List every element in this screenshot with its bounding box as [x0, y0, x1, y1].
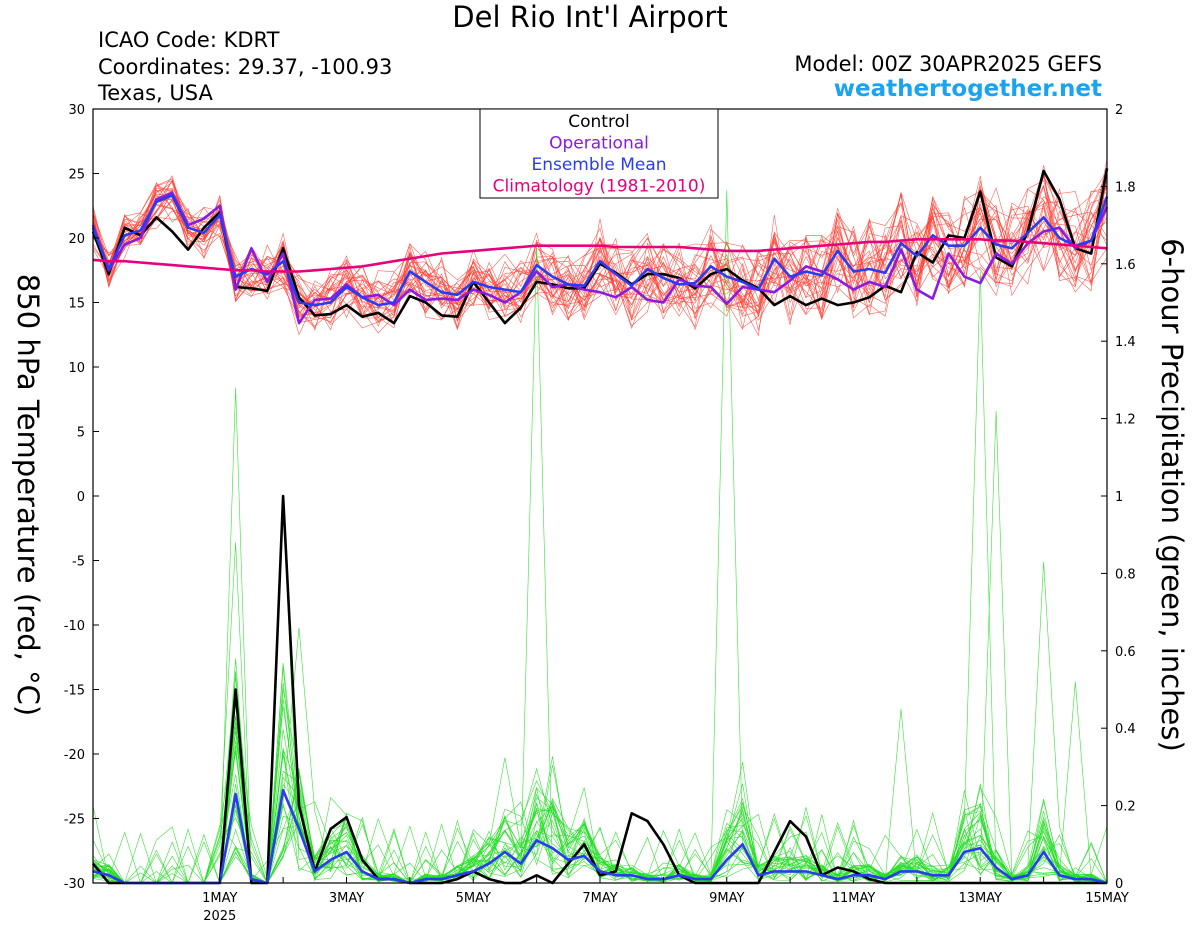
precip-member-line	[92, 756, 1108, 884]
legend-entry: Climatology (1981-2010)	[493, 177, 706, 197]
y-tick-label: 30	[68, 103, 85, 118]
y-tick-label: 5	[77, 426, 85, 441]
legend-box	[479, 108, 719, 199]
site-link[interactable]: weathertogether.net	[833, 76, 1102, 102]
page-title: Del Rio Int'l Airport	[452, 0, 728, 34]
x-tick-label: 3MAY	[329, 891, 364, 906]
y2-tick-label: 1	[1115, 490, 1123, 505]
coordinates: Coordinates: 29.37, -100.93	[98, 55, 393, 79]
x-tick-label: 1MAY	[202, 891, 237, 906]
legend-entry: Operational	[549, 134, 649, 154]
temp-climatology-1981-2010-line	[92, 238, 1108, 273]
y-tick-label: 20	[68, 232, 85, 247]
precip-member-line	[92, 542, 1108, 884]
y-tick-label: -15	[64, 684, 85, 699]
y2-tick-label: 0	[1115, 877, 1123, 892]
y-tick-label: -25	[64, 813, 85, 828]
temp-member-line	[92, 179, 1108, 334]
x-tick-label: 11MAY	[832, 891, 876, 906]
x-tick-label: 7MAY	[582, 891, 617, 906]
x-tick-year: 2025	[203, 909, 236, 924]
temp-member-line	[92, 185, 1108, 321]
temp-member-line	[92, 170, 1108, 331]
y2-tick-label: 2	[1115, 103, 1123, 118]
temp-member-line	[92, 176, 1108, 337]
y-tick-label: -10	[64, 619, 85, 634]
y2-tick-label: 0.6	[1115, 645, 1136, 660]
x-tick-label: 5MAY	[456, 891, 491, 906]
y2-tick-label: 0.2	[1115, 800, 1136, 815]
y-tick-label: 25	[68, 168, 85, 183]
legend-entry: Control	[568, 112, 629, 132]
y-tick-label: 15	[68, 297, 85, 312]
x-tick-label: 9MAY	[709, 891, 744, 906]
y-tick-label: -20	[64, 748, 85, 763]
model-run: Model: 00Z 30APR2025 GEFS	[794, 52, 1102, 76]
y-tick-label: 10	[68, 361, 85, 376]
y2-tick-label: 1.6	[1115, 258, 1136, 273]
precip-member-line	[92, 803, 1108, 884]
icao-code: ICAO Code: KDRT	[98, 28, 280, 52]
x-tick-label: 13MAY	[958, 891, 1002, 906]
y2-tick-label: 1.8	[1115, 180, 1136, 195]
temp-member-line	[92, 170, 1108, 329]
location: Texas, USA	[98, 81, 213, 105]
y2-tick-label: 1.4	[1115, 335, 1136, 350]
temp-control-line	[91, 168, 1109, 325]
plot-frame	[92, 108, 1108, 884]
y2-tick-label: 0.4	[1115, 722, 1136, 737]
temp-member-line	[92, 176, 1108, 318]
temp-member-line	[92, 196, 1108, 319]
precip-member-line	[92, 561, 1108, 884]
y-tick-label: -30	[64, 877, 85, 892]
precip-ensemble-mean-line	[92, 788, 1108, 885]
temp-member-line	[92, 159, 1108, 331]
y-tick-label: 0	[77, 490, 85, 505]
temp-member-line	[92, 165, 1108, 331]
legend-entry: Ensemble Mean	[531, 155, 666, 175]
y-tick-label: -5	[72, 555, 85, 570]
y2-tick-label: 0.8	[1115, 567, 1136, 582]
temp-member-line	[92, 176, 1108, 320]
temp-member-line	[92, 166, 1108, 320]
y2-tick-label: 1.2	[1115, 413, 1136, 428]
x-tick-label: 15MAY	[1085, 891, 1129, 906]
